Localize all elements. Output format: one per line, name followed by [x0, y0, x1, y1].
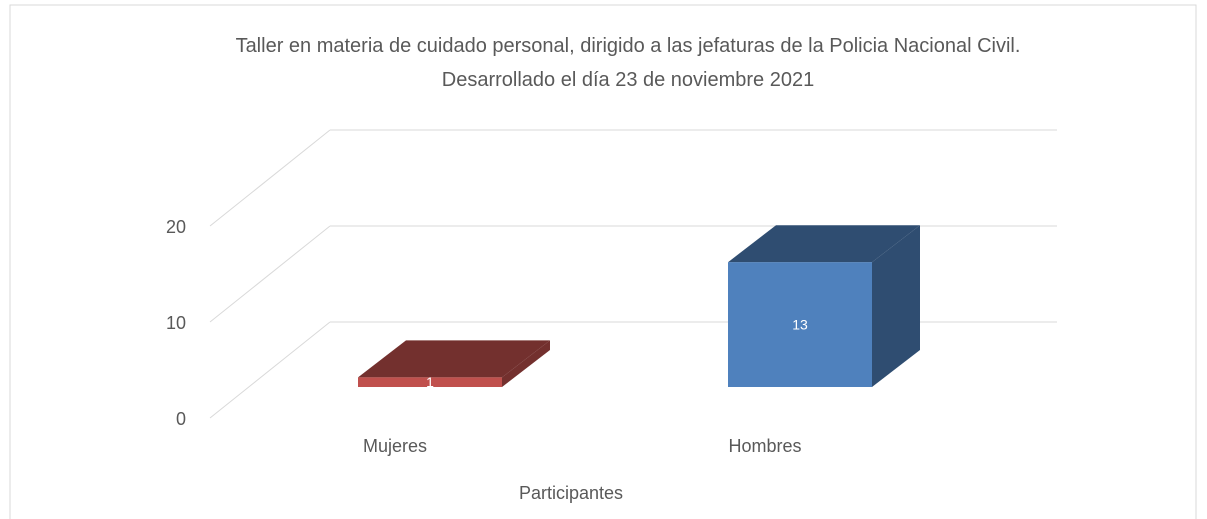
bar-top: [728, 225, 920, 263]
grid-line: [209, 129, 331, 227]
value-label: 13: [792, 317, 808, 333]
bar: [728, 262, 872, 387]
bar-top: [358, 340, 550, 378]
grid-line: [209, 225, 331, 323]
bar-side: [502, 340, 550, 387]
x-axis-title: Participantes: [519, 483, 623, 503]
chart-title: Desarrollado el día 23 de noviembre 2021: [442, 69, 814, 91]
chart-frame: [9, 4, 1197, 519]
chart-title: Taller en materia de cuidado personal, d…: [236, 35, 1021, 57]
y-tick-label: 0: [176, 409, 186, 429]
bar: [358, 377, 502, 387]
x-tick-label: Hombres: [728, 436, 801, 456]
grid-line: [209, 321, 331, 419]
bar-side: [872, 225, 920, 387]
x-tick-label: Mujeres: [363, 436, 427, 456]
y-tick-label: 10: [166, 313, 186, 333]
value-label: 1: [426, 374, 434, 390]
y-tick-label: 20: [166, 217, 186, 237]
